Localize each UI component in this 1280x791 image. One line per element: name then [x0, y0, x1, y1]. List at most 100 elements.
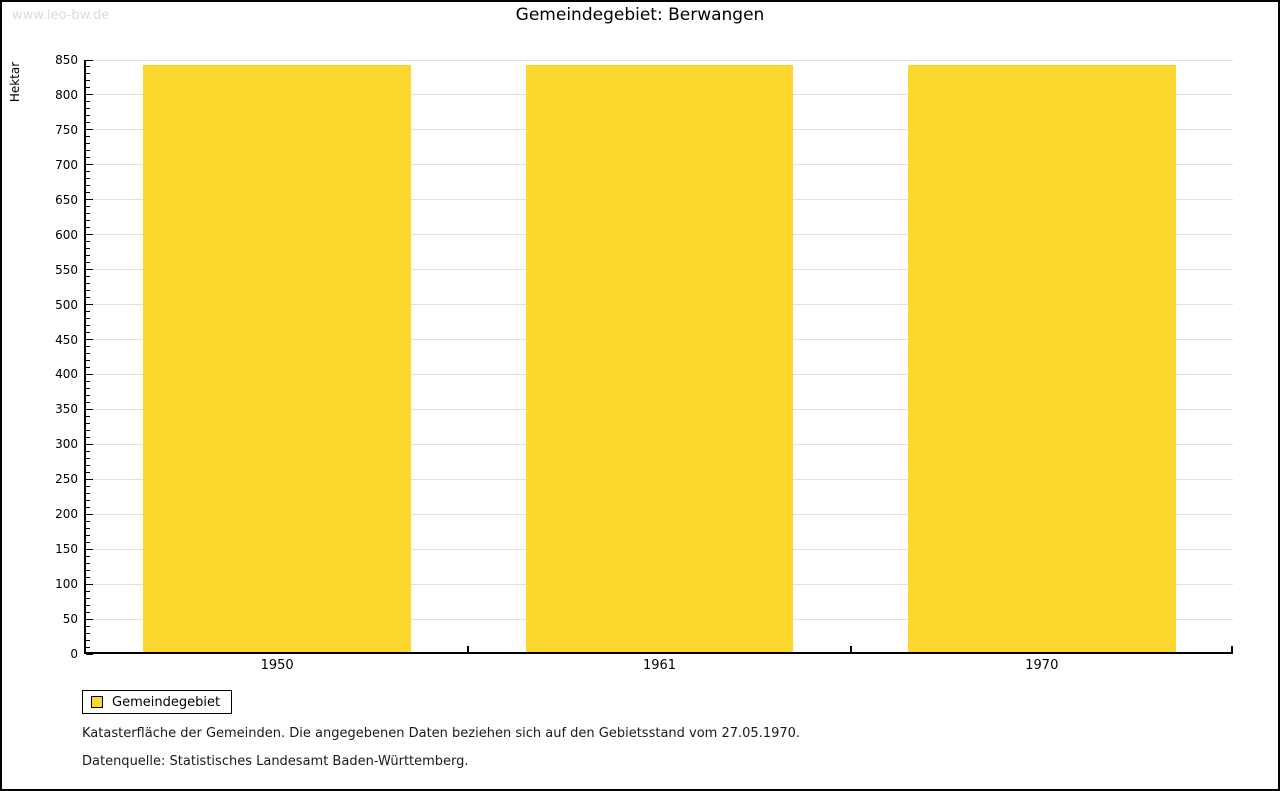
y-minor-tick [86, 262, 90, 264]
y-tick-label: 150 [55, 542, 78, 557]
y-tick-label: 200 [55, 507, 78, 522]
y-major-tick [86, 339, 93, 341]
y-minor-tick [86, 192, 90, 194]
y-minor-tick [86, 157, 90, 159]
y-minor-tick [86, 248, 90, 250]
y-major-tick [86, 408, 93, 410]
y-tick-label: 850 [55, 53, 78, 67]
y-minor-tick [86, 639, 90, 641]
y-tick-label: 700 [55, 157, 78, 172]
y-minor-tick [86, 534, 90, 536]
y-minor-tick [86, 136, 90, 138]
y-axis-line [84, 60, 86, 654]
y-major-tick [86, 129, 93, 131]
y-minor-tick [86, 359, 90, 361]
y-major-tick [86, 94, 93, 96]
y-tick-label: 450 [55, 332, 78, 347]
x-tick-label: 1961 [642, 658, 677, 673]
y-minor-tick [86, 387, 90, 389]
y-minor-tick [86, 541, 90, 543]
y-minor-tick [86, 332, 90, 334]
y-major-tick [86, 513, 93, 515]
y-minor-tick [86, 569, 90, 571]
y-minor-tick [86, 597, 90, 599]
x-axis-separator-tick [467, 646, 470, 654]
y-minor-tick [86, 576, 90, 578]
y-tick-label: 800 [55, 87, 78, 102]
y-minor-tick [86, 471, 90, 473]
y-major-tick [86, 443, 93, 445]
y-minor-tick [86, 108, 90, 110]
y-minor-tick [86, 485, 90, 487]
y-tick-label: 500 [55, 297, 78, 312]
y-minor-tick [86, 555, 90, 557]
y-minor-tick [86, 464, 90, 466]
y-minor-tick [86, 499, 90, 501]
y-major-tick [86, 269, 93, 271]
y-minor-tick [86, 380, 90, 382]
y-minor-tick [86, 394, 90, 396]
y-minor-tick [86, 101, 90, 103]
y-major-tick [86, 234, 93, 236]
y-minor-tick [86, 227, 90, 229]
x-tick-label: 1970 [1025, 658, 1059, 673]
y-minor-tick [86, 185, 90, 187]
y-minor-tick [86, 213, 90, 215]
x-axis-separator-tick [849, 646, 852, 654]
x-axis-line [84, 652, 1233, 654]
x-axis-end-cap [1231, 646, 1233, 654]
y-minor-tick [86, 80, 90, 82]
y-minor-tick [86, 366, 90, 368]
y-tick-label: 650 [55, 192, 78, 207]
y-minor-tick [86, 611, 90, 613]
y-tick-label: 350 [55, 402, 78, 417]
y-minor-tick [86, 353, 90, 354]
y-minor-tick [86, 66, 90, 68]
y-minor-tick [86, 506, 90, 508]
y-tick-label: 550 [55, 262, 78, 277]
y-tick-label: 300 [55, 437, 78, 452]
y-minor-tick [86, 290, 90, 292]
footnote-source-note: Katasterfläche der Gemeinden. Die angege… [82, 726, 801, 741]
y-minor-tick [86, 492, 90, 494]
y-major-tick [86, 618, 93, 620]
y-tick-label: 100 [55, 577, 78, 592]
y-tick-label: 50 [62, 612, 78, 627]
y-minor-tick [86, 283, 90, 285]
y-minor-tick [86, 346, 90, 348]
y-minor-tick [86, 143, 90, 145]
y-minor-tick [86, 220, 90, 222]
legend: Gemeindegebiet [82, 690, 233, 714]
y-minor-tick [86, 450, 90, 452]
y-major-tick [86, 653, 93, 655]
y-minor-tick [86, 632, 90, 634]
y-minor-tick [86, 429, 90, 431]
y-minor-tick [86, 87, 90, 89]
y-minor-tick [86, 241, 90, 243]
legend-swatch-icon [91, 696, 103, 708]
y-major-tick [86, 164, 93, 166]
y-minor-tick [86, 457, 90, 459]
y-minor-tick [86, 604, 90, 606]
bar [143, 64, 411, 654]
y-minor-tick [86, 436, 90, 438]
y-minor-tick [86, 527, 90, 529]
y-major-tick [86, 373, 93, 375]
y-major-tick [86, 304, 93, 306]
y-minor-tick [86, 122, 90, 124]
y-minor-tick [86, 562, 90, 564]
y-tick-label: 250 [55, 472, 78, 487]
y-minor-tick [86, 255, 90, 257]
y-major-tick [86, 583, 93, 585]
chart-title: Gemeindegebiet: Berwangen [515, 5, 765, 25]
y-minor-tick [86, 520, 90, 522]
y-minor-tick [86, 625, 90, 627]
y-minor-tick [86, 422, 90, 424]
y-major-tick [86, 199, 93, 201]
y-minor-tick [86, 325, 90, 327]
y-minor-tick [86, 297, 90, 299]
x-tick-label: 1950 [260, 658, 294, 673]
y-minor-tick [86, 590, 90, 592]
